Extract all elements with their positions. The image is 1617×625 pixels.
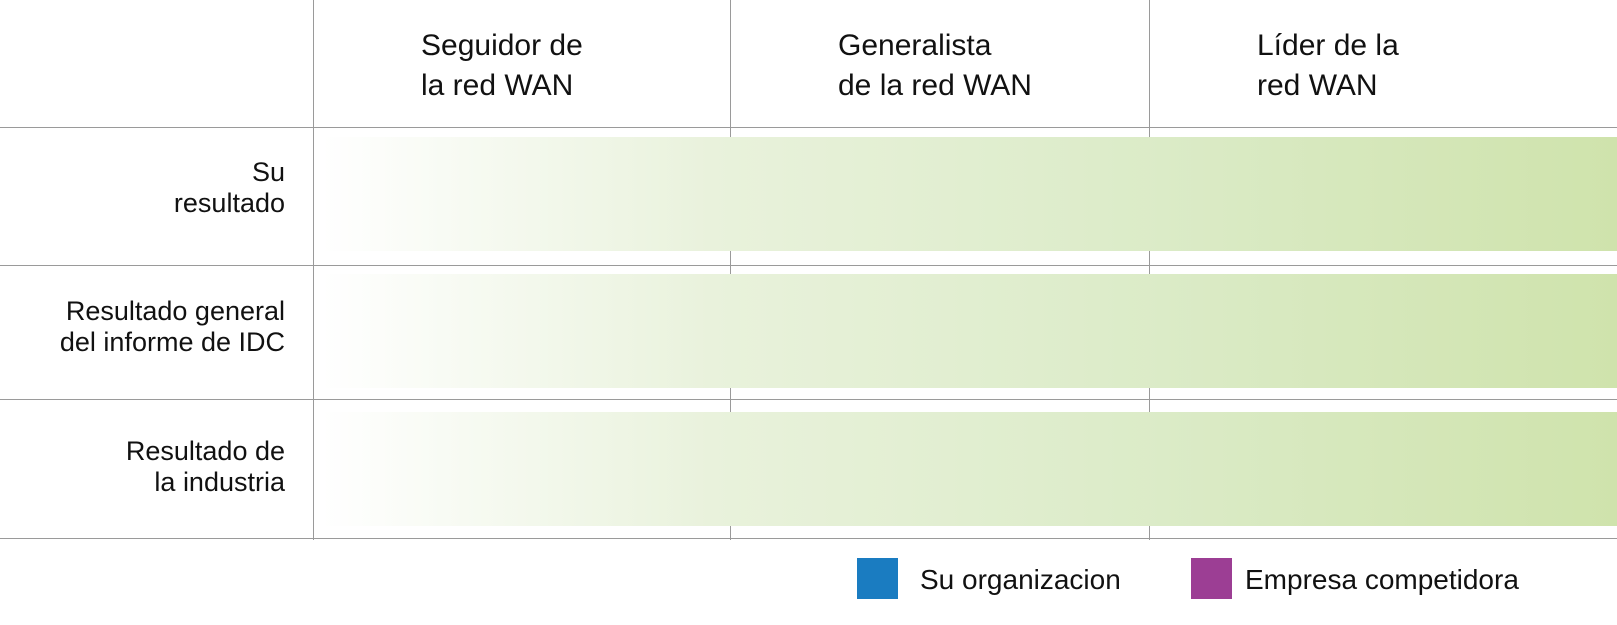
row-label-your-result: Su resultado <box>173 157 285 218</box>
vertical-divider-1 <box>730 0 731 540</box>
horizontal-divider-header <box>0 127 1617 128</box>
horizontal-divider-bottom <box>0 538 1617 539</box>
row-band-2 <box>322 274 1617 388</box>
row-label-idc-result: Resultado general del informe de IDC <box>59 296 285 357</box>
column-header-follower: Seguidor de la red WAN <box>421 29 583 102</box>
legend-label-competitor: Empresa competidora <box>1245 564 1519 595</box>
vertical-divider-2 <box>1149 0 1150 540</box>
legend-swatch-your-organization <box>857 558 898 599</box>
column-header-generalist: Generalista de la red WAN <box>838 29 1032 102</box>
row-band-1 <box>322 137 1617 251</box>
row-label-industry-result: Resultado de la industria <box>125 436 285 497</box>
row-band-3 <box>322 412 1617 526</box>
legend-label-your-organization: Su organizacion <box>920 564 1121 595</box>
legend-swatch-competitor <box>1191 558 1232 599</box>
horizontal-divider-row-2 <box>0 399 1617 400</box>
horizontal-divider-row-1 <box>0 265 1617 266</box>
column-header-leader: Líder de la red WAN <box>1257 29 1399 102</box>
vertical-divider-labels <box>313 0 314 540</box>
